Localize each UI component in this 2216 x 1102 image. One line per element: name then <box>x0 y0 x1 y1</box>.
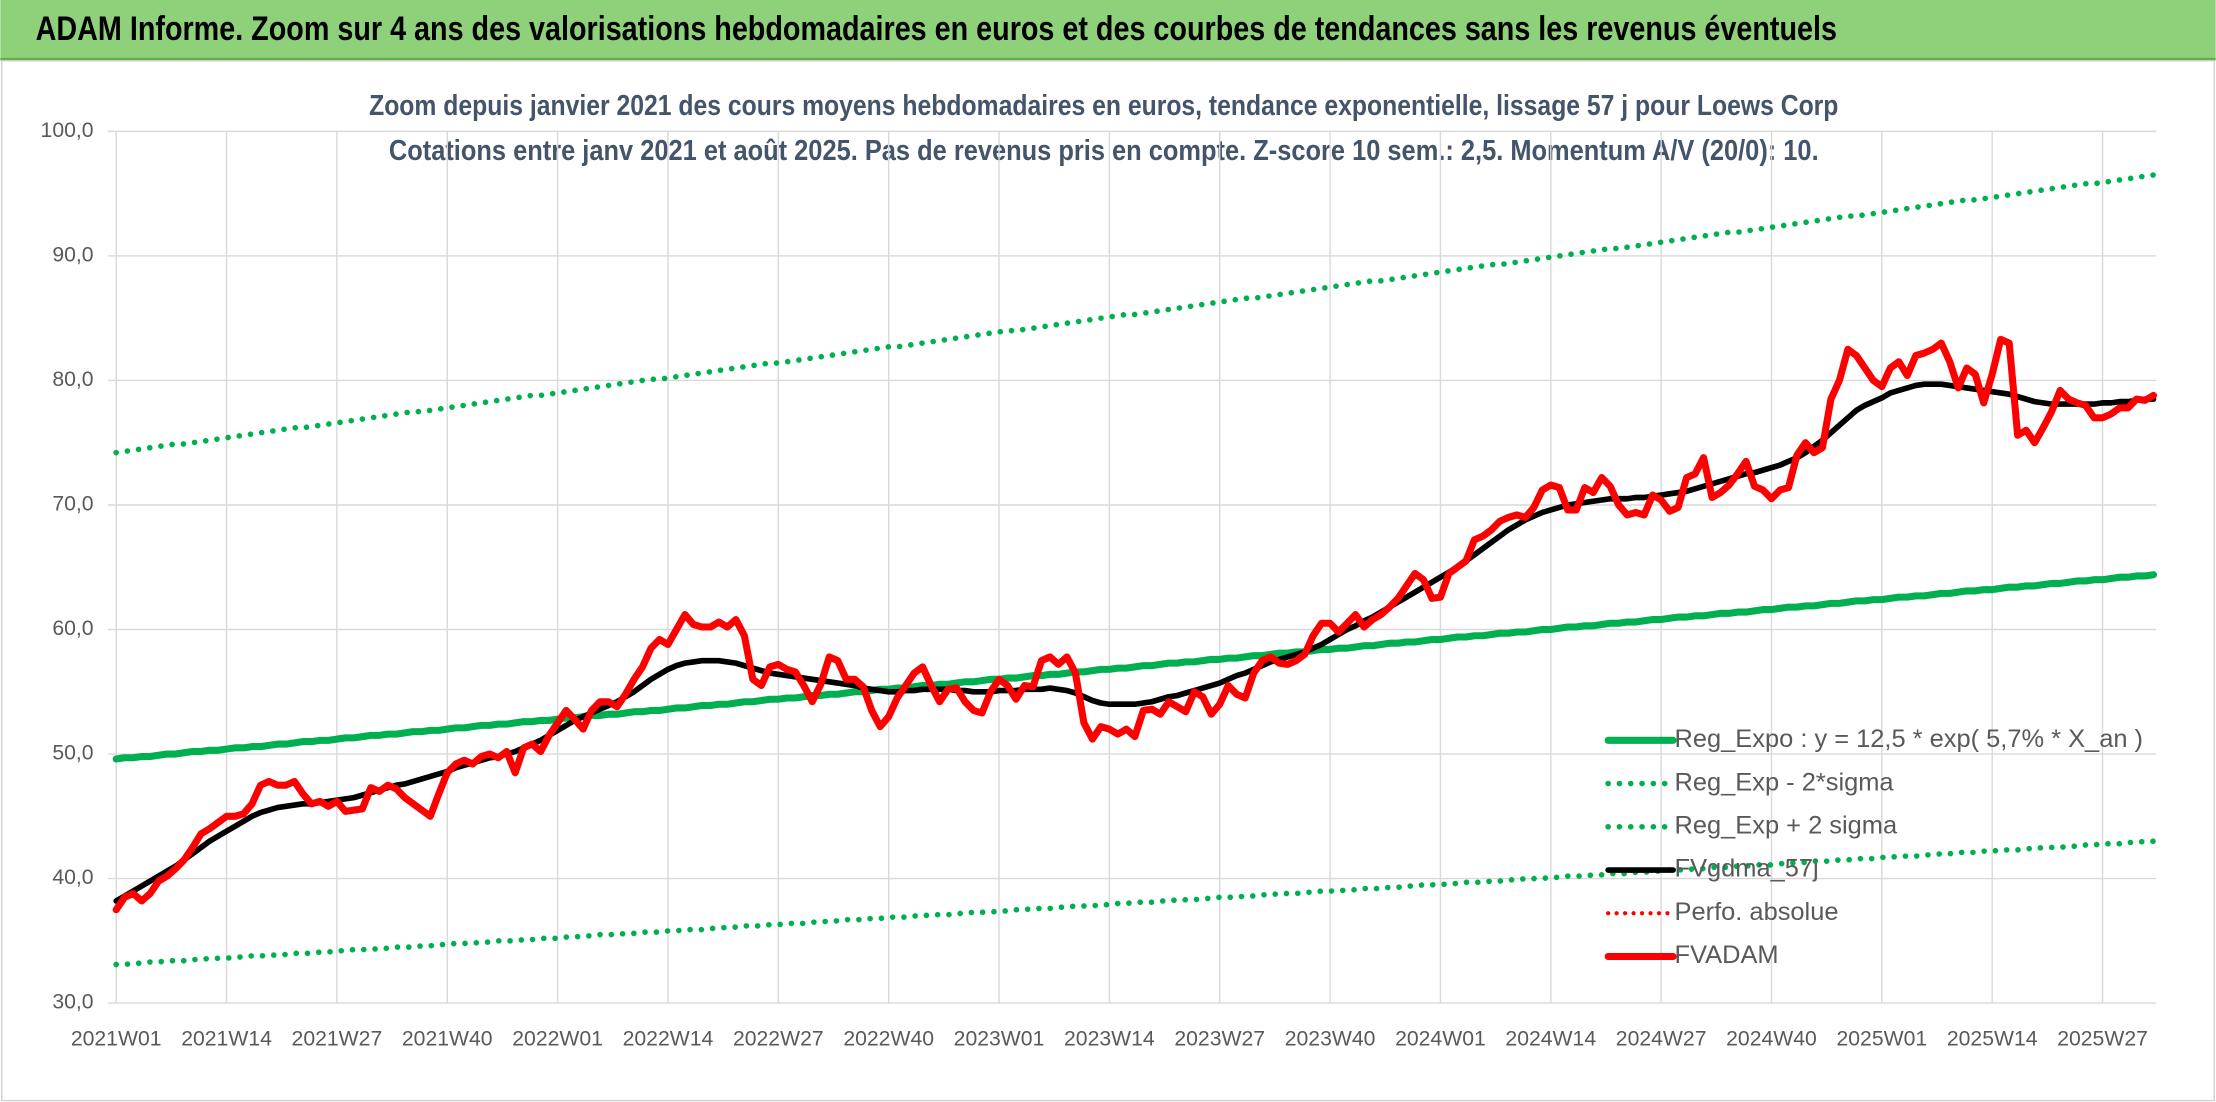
header-title: ADAM Informe. Zoom sur 4 ans des valoris… <box>36 10 1837 48</box>
x-tick-label: 2024W40 <box>1726 1027 1817 1050</box>
x-tick-label: 2021W40 <box>402 1027 493 1050</box>
y-tick-label: 70,0 <box>52 493 93 516</box>
legend-label: Reg_Exp + 2 sigma <box>1675 812 1898 840</box>
x-tick-label: 2025W14 <box>1947 1027 2038 1050</box>
x-tick-label: 2024W27 <box>1616 1027 1707 1050</box>
legend-label: FVADAM <box>1675 941 1779 969</box>
x-tick-label: 2023W01 <box>954 1027 1045 1050</box>
x-tick-label: 2021W14 <box>181 1027 272 1050</box>
series-line <box>113 838 2157 968</box>
legend-label: Reg_Exp - 2*sigma <box>1675 768 1895 796</box>
x-tick-label: 2022W01 <box>512 1027 603 1050</box>
x-tick-label: 2023W14 <box>1064 1027 1155 1050</box>
y-tick-label: 80,0 <box>52 368 93 391</box>
y-tick-label: 40,0 <box>52 866 93 889</box>
y-tick-label: 60,0 <box>52 617 93 640</box>
legend-label: Reg_Expo : y = 12,5 * exp( 5,7% * X_an ) <box>1675 725 2143 753</box>
x-tick-label: 2023W27 <box>1174 1027 1265 1050</box>
chart-subtitle: Cotations entre janv 2021 et août 2025. … <box>389 134 1819 166</box>
x-tick-label: 2021W27 <box>292 1027 383 1050</box>
y-tick-label: 90,0 <box>52 244 93 267</box>
x-tick-label: 2025W01 <box>1836 1027 1927 1050</box>
series-line <box>113 172 2157 456</box>
header-bar <box>0 0 2216 60</box>
x-tick-label: 2022W14 <box>623 1027 714 1050</box>
legend-label: Perfo. absolue <box>1675 898 1839 926</box>
legend-label: FVgdma_57j <box>1675 855 1819 883</box>
x-tick-label: 2023W40 <box>1285 1027 1376 1050</box>
x-tick-label: 2024W14 <box>1505 1027 1596 1050</box>
x-tick-label: 2025W27 <box>2057 1027 2148 1050</box>
y-tick-label: 50,0 <box>52 742 93 765</box>
y-tick-label: 30,0 <box>52 991 93 1014</box>
x-tick-label: 2024W01 <box>1395 1027 1486 1050</box>
x-tick-label: 2022W27 <box>733 1027 824 1050</box>
series-line <box>112 335 2158 914</box>
x-tick-label: 2022W40 <box>843 1027 934 1050</box>
series-line <box>112 571 2158 763</box>
chart-frame <box>1 60 2215 1102</box>
chart-title: Zoom depuis janvier 2021 des cours moyen… <box>369 89 1838 121</box>
x-tick-label: 2021W01 <box>71 1027 162 1050</box>
y-tick-label: 100,0 <box>41 119 94 142</box>
